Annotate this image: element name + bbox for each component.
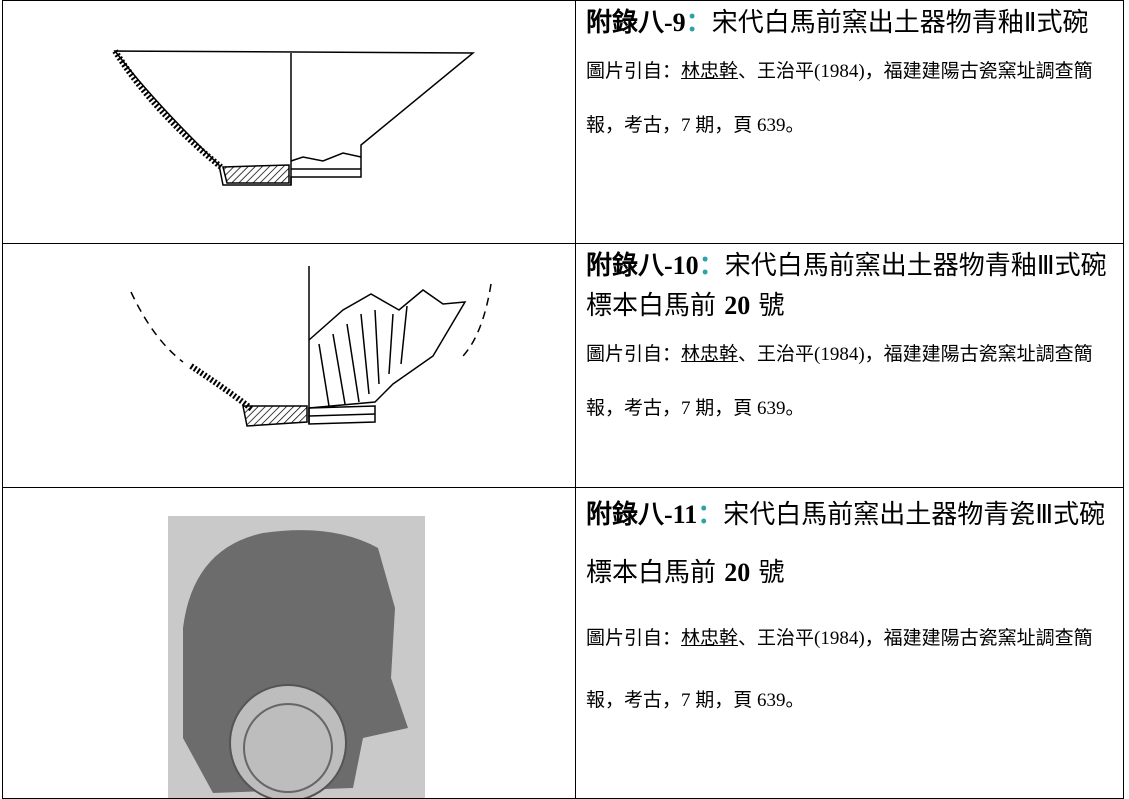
caption-number: 20 [724, 291, 751, 320]
bowl-drawing [130, 266, 492, 427]
caption-label: 附錄八-11 [586, 500, 698, 529]
source-text: 、王治平(1984)，福建建陽古瓷窯址調查簡報，考古，7 期，頁 639。 [586, 61, 1093, 136]
image-cell [2, 0, 576, 244]
caption-title: 附錄八-9：宋代白馬前窯出土器物青釉Ⅱ式碗 [586, 3, 1117, 43]
source-prefix: 圖片引自： [586, 61, 682, 82]
source: 圖片引自：林忠幹、王治平(1984)，福建建陽古瓷窯址調查簡報，考古，7 期，頁… [586, 328, 1117, 436]
bowl-drawing [112, 49, 476, 186]
bowl-photo [168, 516, 425, 798]
caption-label: 附錄八-9 [586, 8, 686, 37]
text-cell: 附錄八-10：宋代白馬前窯出土器物青釉Ⅲ式碗標本白馬前 20 號 圖片引自：林忠… [575, 243, 1124, 488]
caption-title: 附錄八-10：宋代白馬前窯出土器物青釉Ⅲ式碗標本白馬前 20 號 [586, 246, 1117, 326]
source-text: 、王治平(1984)，福建建陽古瓷窯址調查簡報，考古，7 期，頁 639。 [586, 344, 1093, 419]
source-author: 林忠幹 [681, 628, 739, 649]
caption-colon: ： [697, 500, 724, 530]
caption-suffix: 號 [758, 558, 785, 588]
caption-colon: ： [698, 251, 725, 281]
caption-title: 附錄八-11：宋代白馬前窯出土器物青瓷Ⅲ式碗標本白馬前 20 號 [586, 486, 1117, 602]
image-cell [2, 487, 576, 799]
table-row: 附錄八-9：宋代白馬前窯出土器物青釉Ⅱ式碗 圖片引自：林忠幹、王治平(1984)… [2, 0, 1124, 244]
text-cell: 附錄八-9：宋代白馬前窯出土器物青釉Ⅱ式碗 圖片引自：林忠幹、王治平(1984)… [575, 0, 1124, 244]
source: 圖片引自：林忠幹、王治平(1984)，福建建陽古瓷窯址調查簡報，考古，7 期，頁… [586, 45, 1117, 153]
caption-text: 宋代白馬前窯出土器物青釉Ⅱ式碗 [711, 8, 1089, 38]
source: 圖片引自：林忠幹、王治平(1984)，福建建陽古瓷窯址調查簡報，考古，7 期，頁… [586, 608, 1117, 732]
source-text: 、王治平(1984)，福建建陽古瓷窯址調查簡報，考古，7 期，頁 639。 [586, 628, 1093, 711]
caption-colon: ： [685, 8, 712, 38]
caption-text: 宋代白馬前窯出土器物青瓷Ⅲ式碗標本白馬前 [586, 500, 1106, 588]
caption-label: 附錄八-10 [586, 251, 699, 280]
source-author: 林忠幹 [681, 61, 739, 82]
caption-number: 20 [724, 558, 751, 587]
image-cell [2, 243, 576, 488]
caption-suffix: 號 [758, 291, 785, 321]
text-cell: 附錄八-11：宋代白馬前窯出土器物青瓷Ⅲ式碗標本白馬前 20 號 圖片引自：林忠… [575, 486, 1124, 799]
table-row: 附錄八-11：宋代白馬前窯出土器物青瓷Ⅲ式碗標本白馬前 20 號 圖片引自：林忠… [2, 486, 1124, 799]
source-author: 林忠幹 [681, 344, 739, 365]
source-prefix: 圖片引自： [586, 628, 682, 649]
caption-text: 宋代白馬前窯出土器物青釉Ⅲ式碗標本白馬前 [586, 251, 1107, 321]
source-prefix: 圖片引自： [586, 344, 682, 365]
table-row: 附錄八-10：宋代白馬前窯出土器物青釉Ⅲ式碗標本白馬前 20 號 圖片引自：林忠… [2, 243, 1124, 488]
